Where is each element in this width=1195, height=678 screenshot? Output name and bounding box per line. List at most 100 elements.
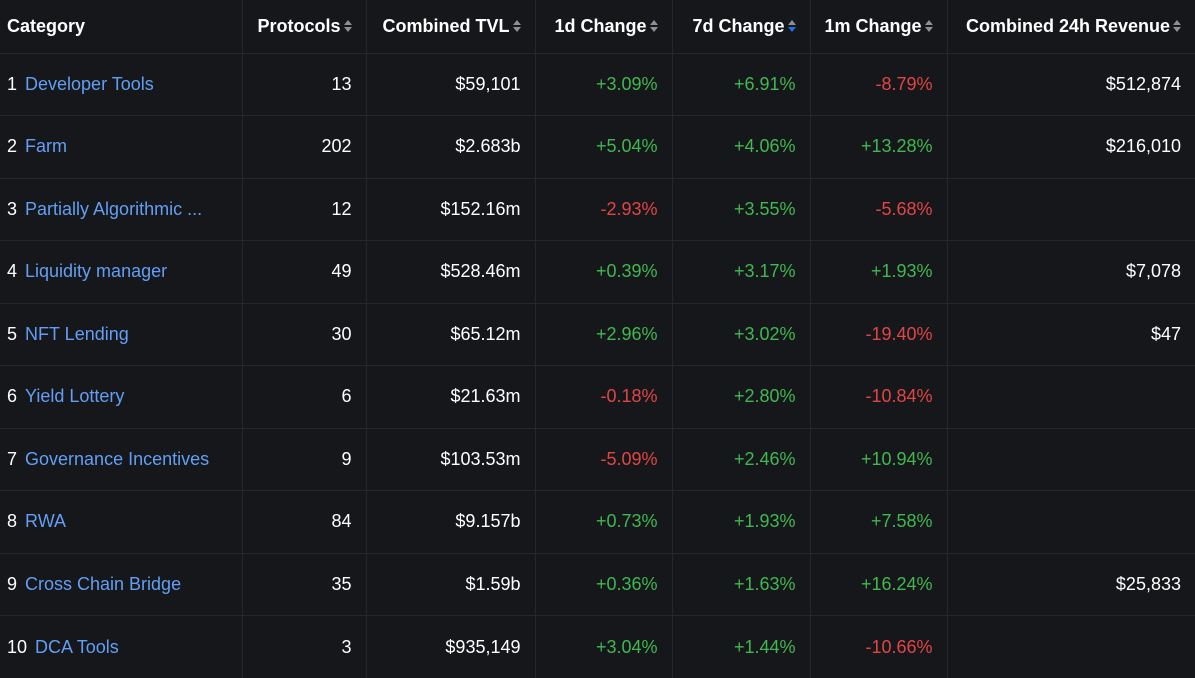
cell-revenue-24h xyxy=(947,366,1195,429)
cell-change-7d: +3.55% xyxy=(672,178,810,241)
column-header-label: 7d Change xyxy=(692,16,784,36)
cell-protocols: 35 xyxy=(242,553,366,616)
cell-change-1d: +0.39% xyxy=(535,241,672,304)
cell-revenue-24h: $25,833 xyxy=(947,553,1195,616)
column-header-change-1d[interactable]: 1d Change xyxy=(535,0,672,53)
category-link[interactable]: Yield Lottery xyxy=(25,386,124,406)
cell-change-1m: -10.66% xyxy=(810,616,947,678)
cell-combined-tvl: $1.59b xyxy=(366,553,535,616)
column-header-revenue-24h[interactable]: Combined 24h Revenue xyxy=(947,0,1195,53)
table-header: Category Protocols Combined TVL 1d Change 7d… xyxy=(0,0,1195,53)
category-link[interactable]: NFT Lending xyxy=(25,324,129,344)
sort-icon[interactable] xyxy=(344,19,352,33)
row-rank: 2 xyxy=(7,136,17,156)
column-header-label: Combined 24h Revenue xyxy=(966,16,1170,36)
cell-combined-tvl: $21.63m xyxy=(366,366,535,429)
cell-revenue-24h: $216,010 xyxy=(947,116,1195,179)
cell-change-1m: +13.28% xyxy=(810,116,947,179)
cell-protocols: 30 xyxy=(242,303,366,366)
cell-change-1m: +10.94% xyxy=(810,428,947,491)
sort-icon[interactable] xyxy=(650,19,658,33)
cell-category: 7 Governance Incentives xyxy=(0,428,242,491)
cell-change-1d: -5.09% xyxy=(535,428,672,491)
cell-change-1d: +5.04% xyxy=(535,116,672,179)
column-header-change-7d[interactable]: 7d Change xyxy=(672,0,810,53)
cell-change-7d: +2.80% xyxy=(672,366,810,429)
cell-protocols: 3 xyxy=(242,616,366,678)
category-link[interactable]: Developer Tools xyxy=(25,74,154,94)
cell-change-7d: +1.63% xyxy=(672,553,810,616)
cell-change-1d: -2.93% xyxy=(535,178,672,241)
column-header-label: Protocols xyxy=(257,16,340,36)
cell-change-1d: +3.09% xyxy=(535,53,672,116)
sort-icon[interactable] xyxy=(925,19,933,33)
row-rank: 3 xyxy=(7,199,17,219)
cell-revenue-24h xyxy=(947,178,1195,241)
cell-change-1d: +2.96% xyxy=(535,303,672,366)
cell-category: 10 DCA Tools xyxy=(0,616,242,678)
cell-change-1m: +1.93% xyxy=(810,241,947,304)
row-rank: 4 xyxy=(7,261,17,281)
row-rank: 5 xyxy=(7,324,17,344)
category-link[interactable]: Governance Incentives xyxy=(25,449,209,469)
column-header-change-1m[interactable]: 1m Change xyxy=(810,0,947,53)
cell-combined-tvl: $103.53m xyxy=(366,428,535,491)
cell-revenue-24h xyxy=(947,428,1195,491)
column-header-category: Category xyxy=(0,0,242,53)
column-header-label: 1m Change xyxy=(824,16,921,36)
cell-change-1m: +16.24% xyxy=(810,553,947,616)
cell-protocols: 13 xyxy=(242,53,366,116)
row-rank: 7 xyxy=(7,449,17,469)
cell-change-1m: -5.68% xyxy=(810,178,947,241)
cell-change-1m: -8.79% xyxy=(810,53,947,116)
column-header-label: Combined TVL xyxy=(383,16,510,36)
sort-icon[interactable] xyxy=(513,19,521,33)
cell-category: 4 Liquidity manager xyxy=(0,241,242,304)
cell-change-1d: +0.73% xyxy=(535,491,672,554)
category-link[interactable]: RWA xyxy=(25,511,66,531)
category-link[interactable]: Partially Algorithmic ... xyxy=(25,199,202,219)
cell-category: 2 Farm xyxy=(0,116,242,179)
sort-icon[interactable] xyxy=(1173,19,1181,33)
cell-revenue-24h: $7,078 xyxy=(947,241,1195,304)
cell-protocols: 6 xyxy=(242,366,366,429)
category-link[interactable]: Cross Chain Bridge xyxy=(25,574,181,594)
column-header-label: 1d Change xyxy=(554,16,646,36)
cell-combined-tvl: $65.12m xyxy=(366,303,535,366)
cell-category: 1 Developer Tools xyxy=(0,53,242,116)
cell-revenue-24h xyxy=(947,616,1195,678)
category-link[interactable]: Liquidity manager xyxy=(25,261,167,281)
sort-icon[interactable] xyxy=(788,19,796,33)
cell-change-7d: +2.46% xyxy=(672,428,810,491)
category-link[interactable]: Farm xyxy=(25,136,67,156)
row-rank: 8 xyxy=(7,511,17,531)
column-header-label: Category xyxy=(7,16,85,36)
cell-change-7d: +6.91% xyxy=(672,53,810,116)
cell-change-1m: -19.40% xyxy=(810,303,947,366)
cell-combined-tvl: $152.16m xyxy=(366,178,535,241)
cell-protocols: 49 xyxy=(242,241,366,304)
cell-protocols: 9 xyxy=(242,428,366,491)
row-rank: 1 xyxy=(7,74,17,94)
column-header-combined-tvl[interactable]: Combined TVL xyxy=(366,0,535,53)
column-header-protocols[interactable]: Protocols xyxy=(242,0,366,53)
cell-change-7d: +1.44% xyxy=(672,616,810,678)
cell-change-1m: +7.58% xyxy=(810,491,947,554)
category-link[interactable]: DCA Tools xyxy=(35,637,119,657)
cell-combined-tvl: $2.683b xyxy=(366,116,535,179)
cell-revenue-24h: $47 xyxy=(947,303,1195,366)
cell-category: 8 RWA xyxy=(0,491,242,554)
row-rank: 10 xyxy=(7,637,27,657)
cell-category: 5 NFT Lending xyxy=(0,303,242,366)
table-row: 7 Governance Incentives 9$103.53m-5.09%+2.… xyxy=(0,428,1195,491)
cell-change-7d: +4.06% xyxy=(672,116,810,179)
